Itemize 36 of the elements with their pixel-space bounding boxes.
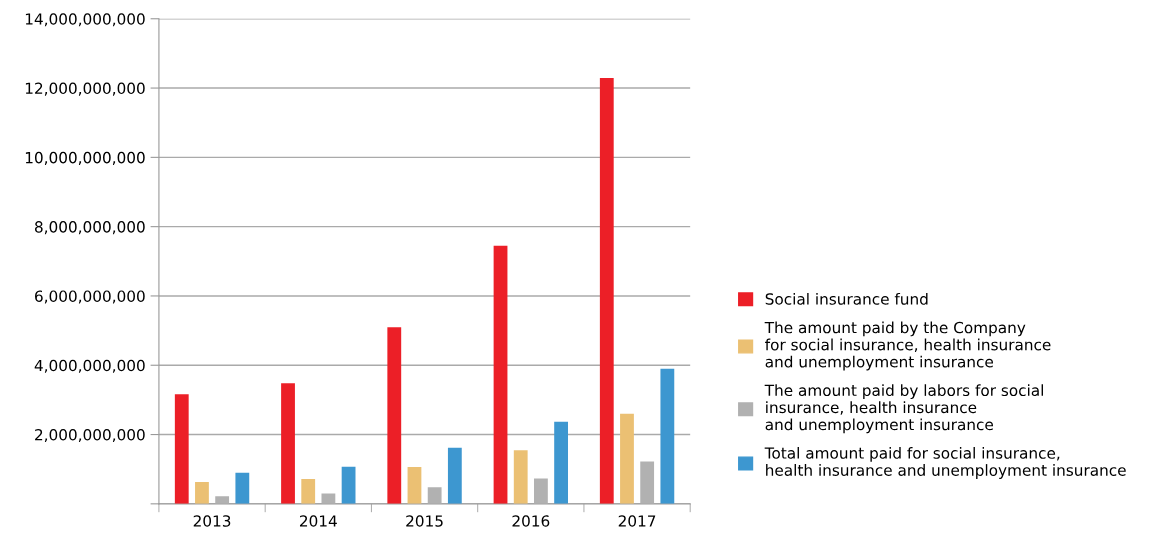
bar — [554, 421, 569, 504]
bar — [493, 245, 508, 504]
legend-label: The amount paid by the Company for social insurance, health insurance and unemployment insurance — [764, 321, 1051, 371]
legend-label: Social insurance fund — [765, 292, 928, 305]
bar — [599, 78, 614, 504]
bar — [513, 450, 528, 504]
bar — [235, 472, 250, 504]
x-tick-label: 2015 — [406, 515, 443, 527]
y-tick-label: 8,000,000,000 — [34, 221, 145, 235]
x-tick-label: 2017 — [618, 515, 656, 527]
bar — [321, 493, 336, 504]
bar — [195, 482, 209, 504]
y-tick-label: 10,000,000,000 — [25, 151, 145, 165]
bar — [640, 461, 655, 504]
y-tick-label: 12,000,000,000 — [25, 82, 145, 96]
legend-label: The amount paid by labors for social insurance, health insurance and unemployment insurance — [764, 384, 1043, 434]
x-tick-label: 2013 — [193, 515, 231, 527]
bar — [620, 413, 634, 504]
bar — [407, 467, 422, 504]
x-tick-label: 2016 — [512, 515, 550, 527]
legend-label: Total amount paid for social insurance, health insurance and unemployment insurance — [764, 446, 1126, 479]
bar — [341, 466, 356, 504]
bar — [660, 368, 675, 504]
bar — [447, 447, 462, 504]
bar — [427, 487, 442, 504]
y-tick-label: 6,000,000,000 — [35, 290, 145, 304]
x-tick-label: 2014 — [299, 515, 337, 527]
bar — [301, 478, 316, 504]
bar — [281, 383, 295, 504]
bar — [534, 478, 548, 504]
bar — [174, 394, 189, 504]
y-tick-label: 2,000,000,000 — [35, 429, 145, 443]
bar — [215, 496, 230, 504]
bar — [387, 327, 402, 504]
y-tick-label: 14,000,000,000 — [25, 13, 145, 27]
y-tick-label: 4,000,000,000 — [34, 359, 145, 373]
